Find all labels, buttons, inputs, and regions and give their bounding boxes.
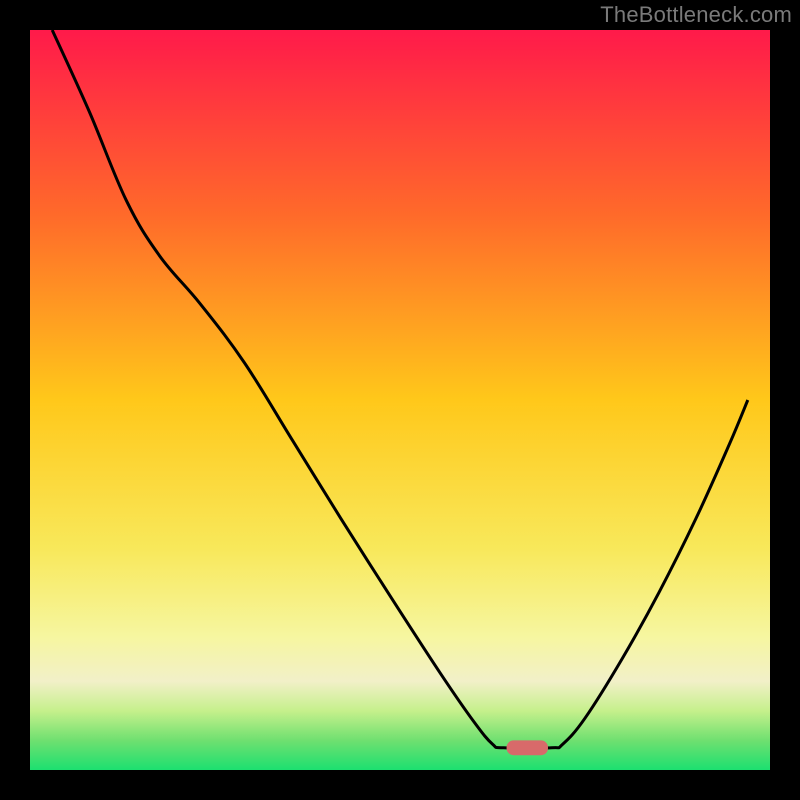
chart-stage: TheBottleneck.com xyxy=(0,0,800,800)
optimal-marker xyxy=(507,740,548,755)
chart-svg xyxy=(0,0,800,800)
gradient-background xyxy=(30,30,770,770)
